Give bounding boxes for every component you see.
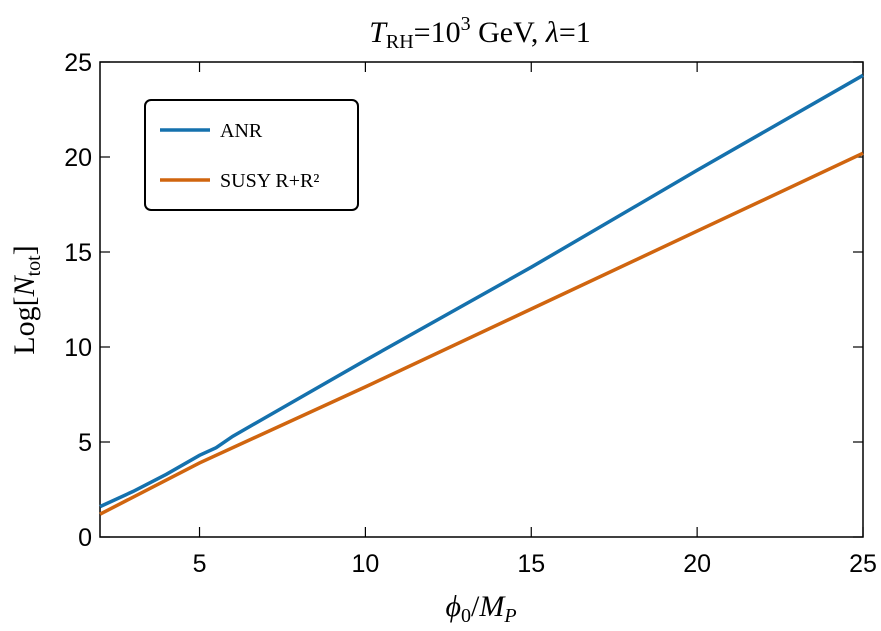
- x-tick-label: 15: [517, 550, 545, 578]
- y-tick-label: 15: [64, 239, 92, 267]
- legend-label: SUSY R+R²: [220, 170, 319, 192]
- x-axis-label: ϕ0/MP: [445, 590, 516, 627]
- title-part: =10: [414, 16, 461, 49]
- xlabel-part: P: [503, 605, 516, 627]
- x-tick-label: 10: [351, 550, 379, 578]
- ylabel-part: ]: [8, 245, 41, 255]
- plot-frame: [99, 61, 864, 538]
- ylabel-part: Log[: [8, 296, 41, 354]
- title-part: 3: [461, 13, 471, 35]
- title-part: =1: [559, 16, 591, 49]
- ylabel-part: N: [8, 274, 41, 297]
- title-part: λ: [545, 16, 559, 49]
- legend-label: ANR: [220, 120, 263, 142]
- title-part: GeV,: [471, 16, 546, 49]
- title-part: RH: [386, 31, 414, 53]
- chart-title: TRH=103 GeV, λ=1: [369, 13, 591, 53]
- xlabel-part: ϕ: [445, 590, 461, 623]
- xlabel-part: 0: [461, 605, 471, 627]
- legend-box: [144, 99, 359, 211]
- x-tick-label: 20: [683, 550, 711, 578]
- title-part: T: [369, 16, 388, 49]
- y-tick-label: 5: [78, 429, 92, 457]
- line: [99, 151, 864, 516]
- y-tick-label: 20: [64, 144, 92, 172]
- xlabel-part: M: [478, 590, 506, 623]
- y-axis-label: Log[Ntot]: [8, 245, 45, 354]
- xlabel-part: /: [471, 590, 480, 623]
- y-tick-label: 10: [64, 334, 92, 362]
- line: [99, 73, 864, 509]
- x-tick-label: 25: [849, 550, 877, 578]
- y-tick-label: 25: [64, 49, 92, 77]
- ylabel-part: tot: [23, 255, 45, 277]
- y-tick-label: 0: [78, 524, 92, 552]
- x-tick-label: 5: [193, 550, 207, 578]
